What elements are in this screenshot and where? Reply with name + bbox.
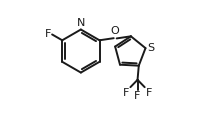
- Text: F: F: [123, 88, 130, 98]
- Text: S: S: [147, 43, 154, 53]
- Text: F: F: [146, 88, 152, 98]
- Text: N: N: [77, 18, 85, 28]
- Text: F: F: [134, 91, 141, 101]
- Text: O: O: [111, 26, 120, 36]
- Text: F: F: [45, 29, 51, 39]
